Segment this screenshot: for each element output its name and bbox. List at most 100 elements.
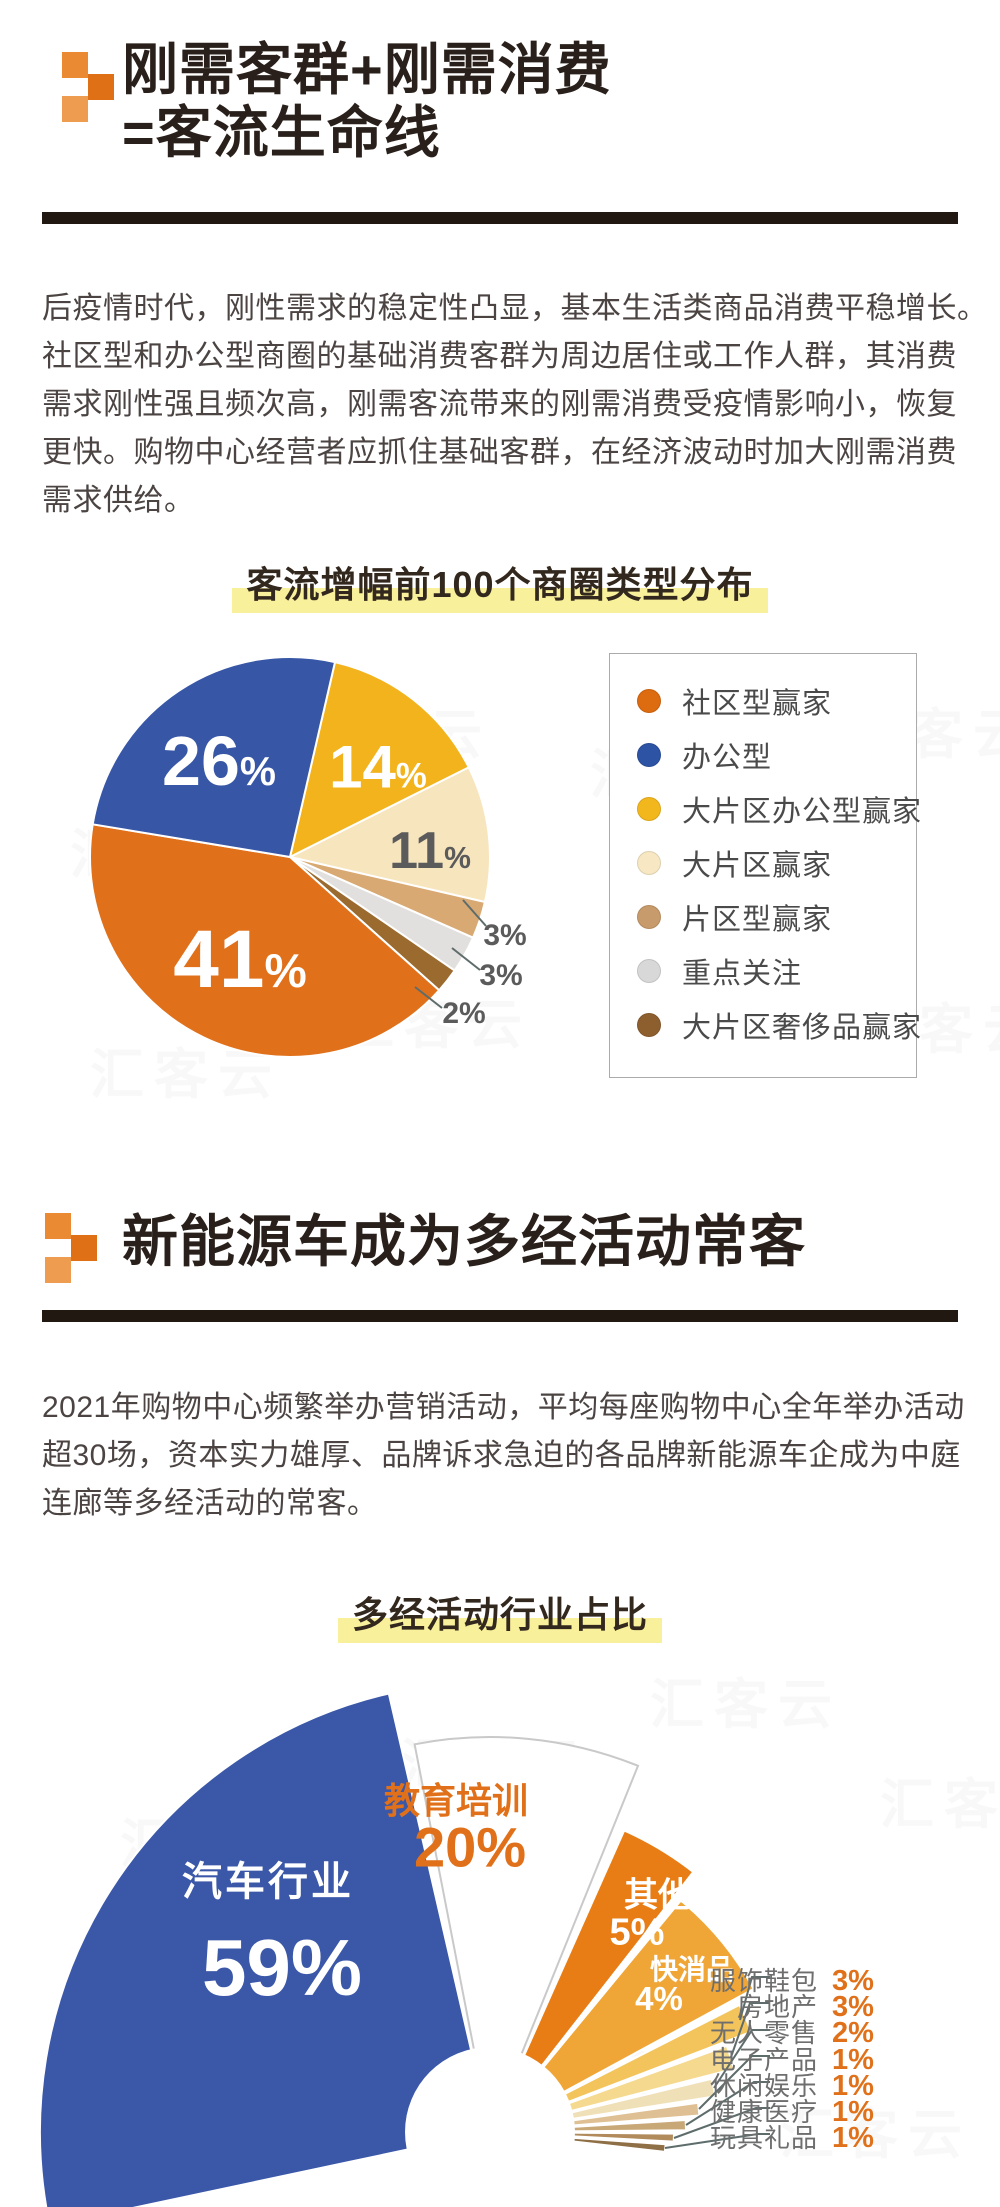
fan-label-other-pct: 5%	[609, 1911, 665, 1954]
pie-label-41: 41%	[173, 914, 307, 1005]
leader-line	[698, 2055, 770, 2110]
legend-dot-icon	[637, 905, 661, 929]
paragraph-line: 需求供给。	[42, 484, 195, 517]
chart1-title: 客流增幅前100个商圈类型分布	[0, 556, 1000, 613]
pie-slice	[89, 823, 441, 1058]
legend-item: 大片区赢家	[637, 836, 916, 890]
fan-sector	[413, 1736, 640, 2136]
fan-row-label: 健康医疗	[709, 2097, 818, 2127]
fan-label-auto-name: 汽车行业	[182, 1860, 354, 1904]
legend-label: 大片区赢家	[682, 850, 833, 882]
paragraph-line: 后疫情时代，刚性需求的稳定性凸显，基本生活类商品消费平稳增长。	[42, 292, 988, 325]
fan-sector	[39, 1692, 492, 2207]
fan-label-edu-pct: 20%	[413, 1815, 527, 1879]
fan-chart	[39, 1692, 755, 2207]
leader-line	[739, 1976, 770, 2021]
pie-leader-lines	[414, 899, 487, 1009]
fan-row-label: 电子产品	[709, 2044, 818, 2075]
fan-hub-circle	[405, 2047, 575, 2207]
legend-dot-icon	[637, 743, 661, 767]
section1-paragraph: 后疫情时代，刚性需求的稳定性凸显，基本生活类商品消费平稳增长。 社区型和办公型商…	[42, 285, 988, 525]
leader-line	[451, 947, 481, 971]
pie-chart	[89, 655, 492, 1058]
fan-row-value: 1%	[832, 2096, 874, 2128]
fan-row-value: 3%	[832, 1965, 874, 1997]
fan-row-label: 房地产	[736, 1992, 818, 2023]
pie-label-11: 11%	[389, 822, 471, 880]
bullet-square	[45, 1257, 71, 1283]
section1-bullet-icon	[62, 52, 142, 136]
legend-label: 大片区办公型赢家	[682, 796, 923, 828]
legend-dot-icon	[637, 797, 661, 821]
fan-row-label: 玩具礼品	[709, 2123, 818, 2154]
fan-row: 休闲娱乐 1%	[640, 2066, 878, 2103]
leader-line	[664, 2133, 770, 2149]
fan-row: 玩具礼品 1%	[640, 2118, 878, 2155]
fan-row: 电子产品 1%	[640, 2040, 878, 2077]
leader-line	[414, 986, 443, 1009]
fan-row-value: 3%	[832, 1991, 874, 2024]
legend-item: 重点关注	[637, 944, 916, 998]
paragraph-line: 2021年购物中心频繁举办营销活动，平均每座购物中心全年举办活动	[42, 1391, 965, 1424]
legend-dot-icon	[637, 959, 661, 983]
chart2-title: 多经活动行业占比	[0, 1586, 1000, 1643]
fan-label-fmcg-name: 快消品	[649, 1954, 735, 1985]
pie-slice	[91, 655, 336, 858]
leader-line	[462, 899, 487, 927]
fan-row: 无人零售 2%	[640, 2013, 878, 2050]
fan-row-value: 1%	[832, 2069, 874, 2102]
pie-label-26: 26%	[162, 722, 276, 800]
section2-bullet-icon	[45, 1213, 125, 1297]
chart1-title-text: 客流增幅前100个商圈类型分布	[246, 564, 754, 605]
fan-label-fmcg-pct: 4%	[635, 1980, 683, 2017]
fan-row: 服饰鞋包 3%	[640, 1961, 878, 1998]
legend-label: 重点关注	[682, 958, 803, 990]
legend-label: 大片区奢侈品赢家	[682, 1012, 923, 1044]
pie-label-3a: 3%	[483, 919, 527, 952]
fan-row-label: 无人零售	[709, 2018, 818, 2049]
leader-line	[713, 2029, 770, 2089]
legend-label: 社区型赢家	[682, 688, 833, 720]
leader-line	[673, 2107, 770, 2139]
fan-row: 房地产 3%	[640, 1987, 878, 2024]
pie-label-2: 2%	[442, 997, 486, 1030]
fan-row-value: 1%	[832, 2122, 874, 2155]
legend-item: 社区型赢家	[637, 674, 916, 728]
fan-leader-lines	[664, 1976, 770, 2149]
leader-line	[730, 2002, 770, 2058]
fan-label-auto-pct: 59%	[201, 1923, 363, 2012]
paragraph-line: 连廊等多经活动的常客。	[42, 1487, 378, 1520]
legend-dot-icon	[637, 1013, 661, 1037]
fan-row-label: 服饰鞋包	[709, 1966, 818, 1996]
fan-label-edu-name: 教育培训	[383, 1780, 529, 1821]
pie-label-14: 14%	[329, 733, 427, 801]
paragraph-line: 更快。购物中心经营者应抓住基础客群，在经济波动时加大刚需消费	[42, 436, 957, 469]
paragraph-line: 需求刚性强且频次高，刚需客流带来的刚需消费受疫情影响小，恢复	[42, 388, 957, 421]
pie-slice	[289, 661, 470, 858]
fan-label-other-name: 其他	[624, 1876, 692, 1915]
chart2-title-text: 多经活动行业占比	[351, 1594, 648, 1635]
paragraph-line: 社区型和办公型商圈的基础消费客群为周边居住或工作人群，其消费	[42, 340, 957, 373]
legend-label: 片区型赢家	[682, 904, 833, 936]
section1-divider	[42, 212, 958, 224]
legend-dot-icon	[637, 689, 661, 713]
bullet-square	[45, 1213, 71, 1239]
paragraph-line: 超30场，资本实力雄厚、品牌诉求急迫的各品牌新能源车企成为中庭	[42, 1439, 961, 1472]
title-highlight	[337, 1618, 662, 1643]
legend-dot-icon	[637, 851, 661, 875]
fan-row-value: 1%	[832, 2043, 874, 2076]
legend-label: 办公型	[682, 742, 773, 774]
pie-label-3b: 3%	[479, 959, 523, 992]
fan-sector	[489, 1829, 695, 2133]
fan-row-label: 休闲娱乐	[709, 2070, 818, 2101]
section2-divider	[42, 1310, 958, 1322]
fan-sector	[489, 1899, 755, 2133]
section1-title-line2: =客流生命线	[122, 101, 441, 164]
bullet-square	[62, 52, 88, 78]
fan-row-value: 2%	[832, 2017, 874, 2050]
section1-title-line1: 刚需客群+刚需消费	[122, 38, 612, 101]
section2-title: 新能源车成为多经活动常客	[122, 1210, 806, 1273]
bullet-square	[88, 74, 114, 100]
